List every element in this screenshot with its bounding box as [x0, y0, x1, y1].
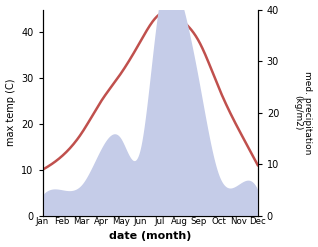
- Y-axis label: max temp (C): max temp (C): [5, 79, 16, 146]
- Y-axis label: med. precipitation
(kg/m2): med. precipitation (kg/m2): [293, 71, 313, 154]
- X-axis label: date (month): date (month): [109, 231, 191, 242]
